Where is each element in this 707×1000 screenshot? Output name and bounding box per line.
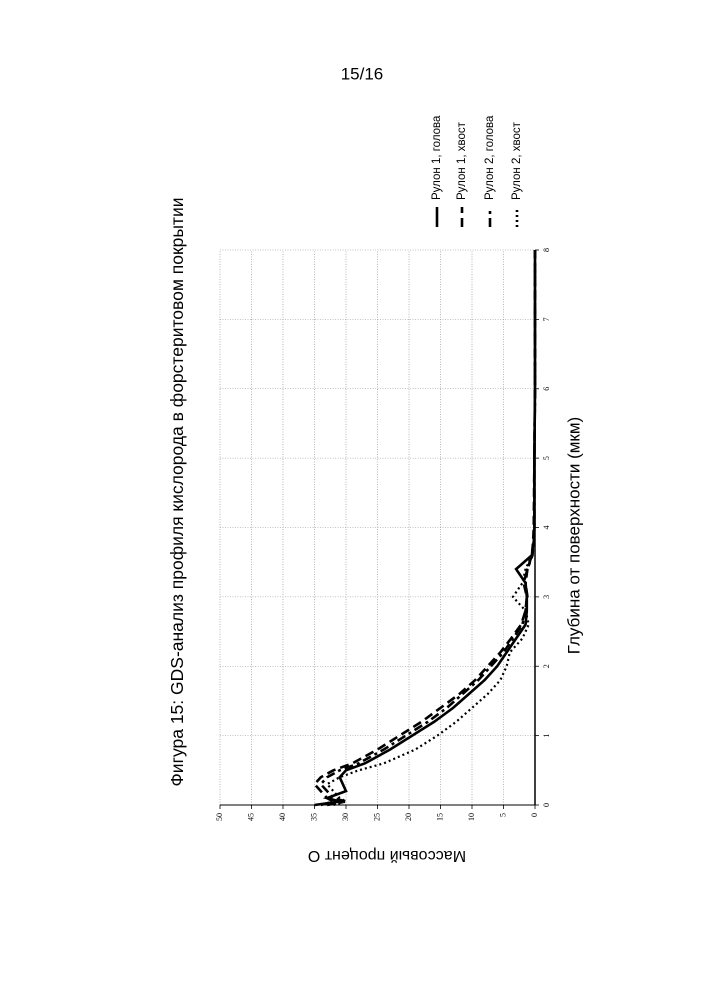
y-tick-label: 0 [530,813,539,817]
x-tick-label: 3 [542,595,551,599]
y-tick-label: 20 [404,813,413,821]
page: 15/16 05101520253035404550012345678Рулон… [0,0,707,1000]
y-tick-label: 5 [498,813,507,817]
y-tick-label: 30 [341,813,350,821]
legend-label: Рулон 2, хвост [511,121,523,200]
y-tick-label: 45 [246,813,255,821]
page-number: 15/16 [341,64,384,83]
x-tick-label: 5 [542,456,551,460]
x-tick-label: 2 [542,664,551,668]
legend-label: Рулон 1, хвост [456,121,468,200]
x-tick-label: 1 [542,734,551,738]
x-tick-label: 8 [542,248,551,252]
x-tick-label: 7 [542,317,551,321]
y-tick-label: 15 [435,813,444,821]
page-canvas: 15/16 05101520253035404550012345678Рулон… [0,0,707,1000]
y-tick-label: 35 [309,813,318,821]
x-axis-label: Глубина от поверхности (мкм) [564,417,583,654]
y-axis-label: Массовый процент O [308,847,466,864]
chart-title: Фигура 15: GDS-анализ профиля кислорода … [163,172,191,812]
y-tick-label: 40 [278,813,287,821]
chart: 05101520253035404550012345678Рулон 1, го… [163,115,583,864]
y-tick-label: 25 [372,813,381,821]
legend-label: Рулон 1, голова [431,115,443,200]
legend-label: Рулон 2, голова [484,115,496,200]
x-tick-label: 4 [542,526,551,530]
y-tick-label: 50 [215,813,224,821]
x-tick-label: 0 [542,803,551,807]
x-tick-label: 6 [542,387,551,391]
chart-title-box: Фигура 15: GDS-анализ профиля кислорода … [163,172,223,812]
y-tick-label: 10 [467,813,476,821]
